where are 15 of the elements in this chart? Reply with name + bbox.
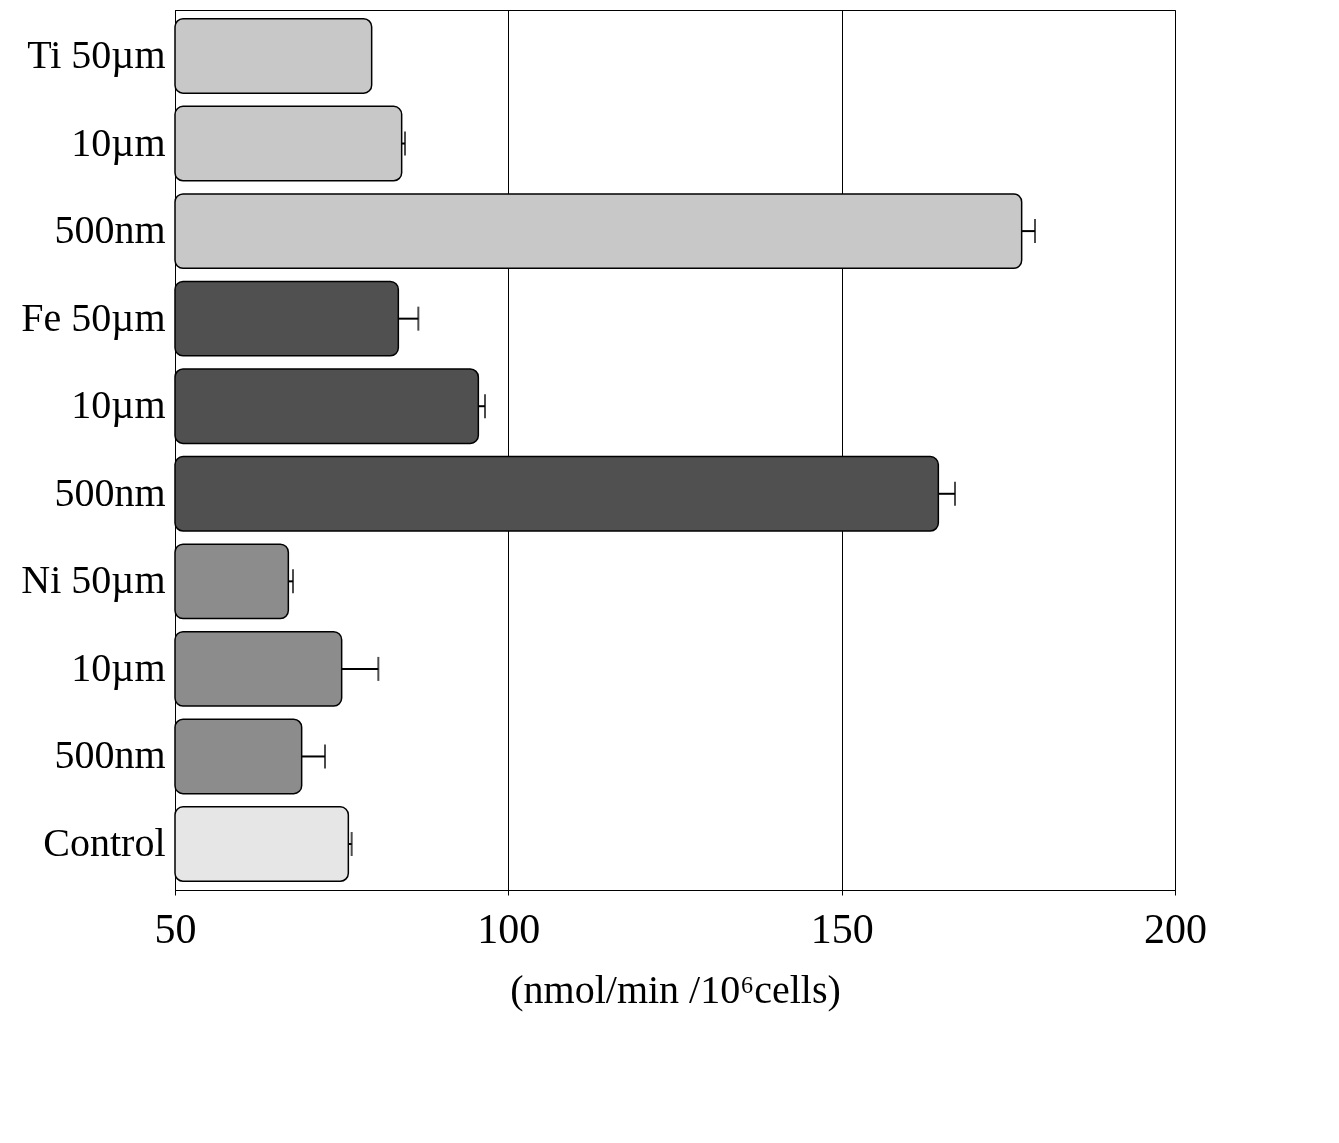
y-tick-label: Control xyxy=(43,820,166,866)
y-tick-label: Ti 50µm xyxy=(27,31,166,77)
y-tick-label: 10µm xyxy=(71,119,166,165)
x-tick-label: 100 xyxy=(477,905,541,952)
y-tick-label: 500nm xyxy=(54,207,166,253)
y-tick-label: 500nm xyxy=(54,732,166,778)
x-tick-label: 200 xyxy=(1144,905,1207,952)
y-tick-label: 500nm xyxy=(54,469,166,515)
y-tick-label: 10µm xyxy=(71,644,166,690)
x-tick-label: 150 xyxy=(810,905,874,952)
y-tick-label: 10µm xyxy=(71,382,166,428)
x-tick-label: 50 xyxy=(154,905,197,952)
y-tick-label: Ni 50µm xyxy=(21,557,166,603)
x-axis-title: (nmol/min /10⁶cells) xyxy=(510,966,841,1012)
y-tick-label: Fe 50µm xyxy=(21,294,166,340)
